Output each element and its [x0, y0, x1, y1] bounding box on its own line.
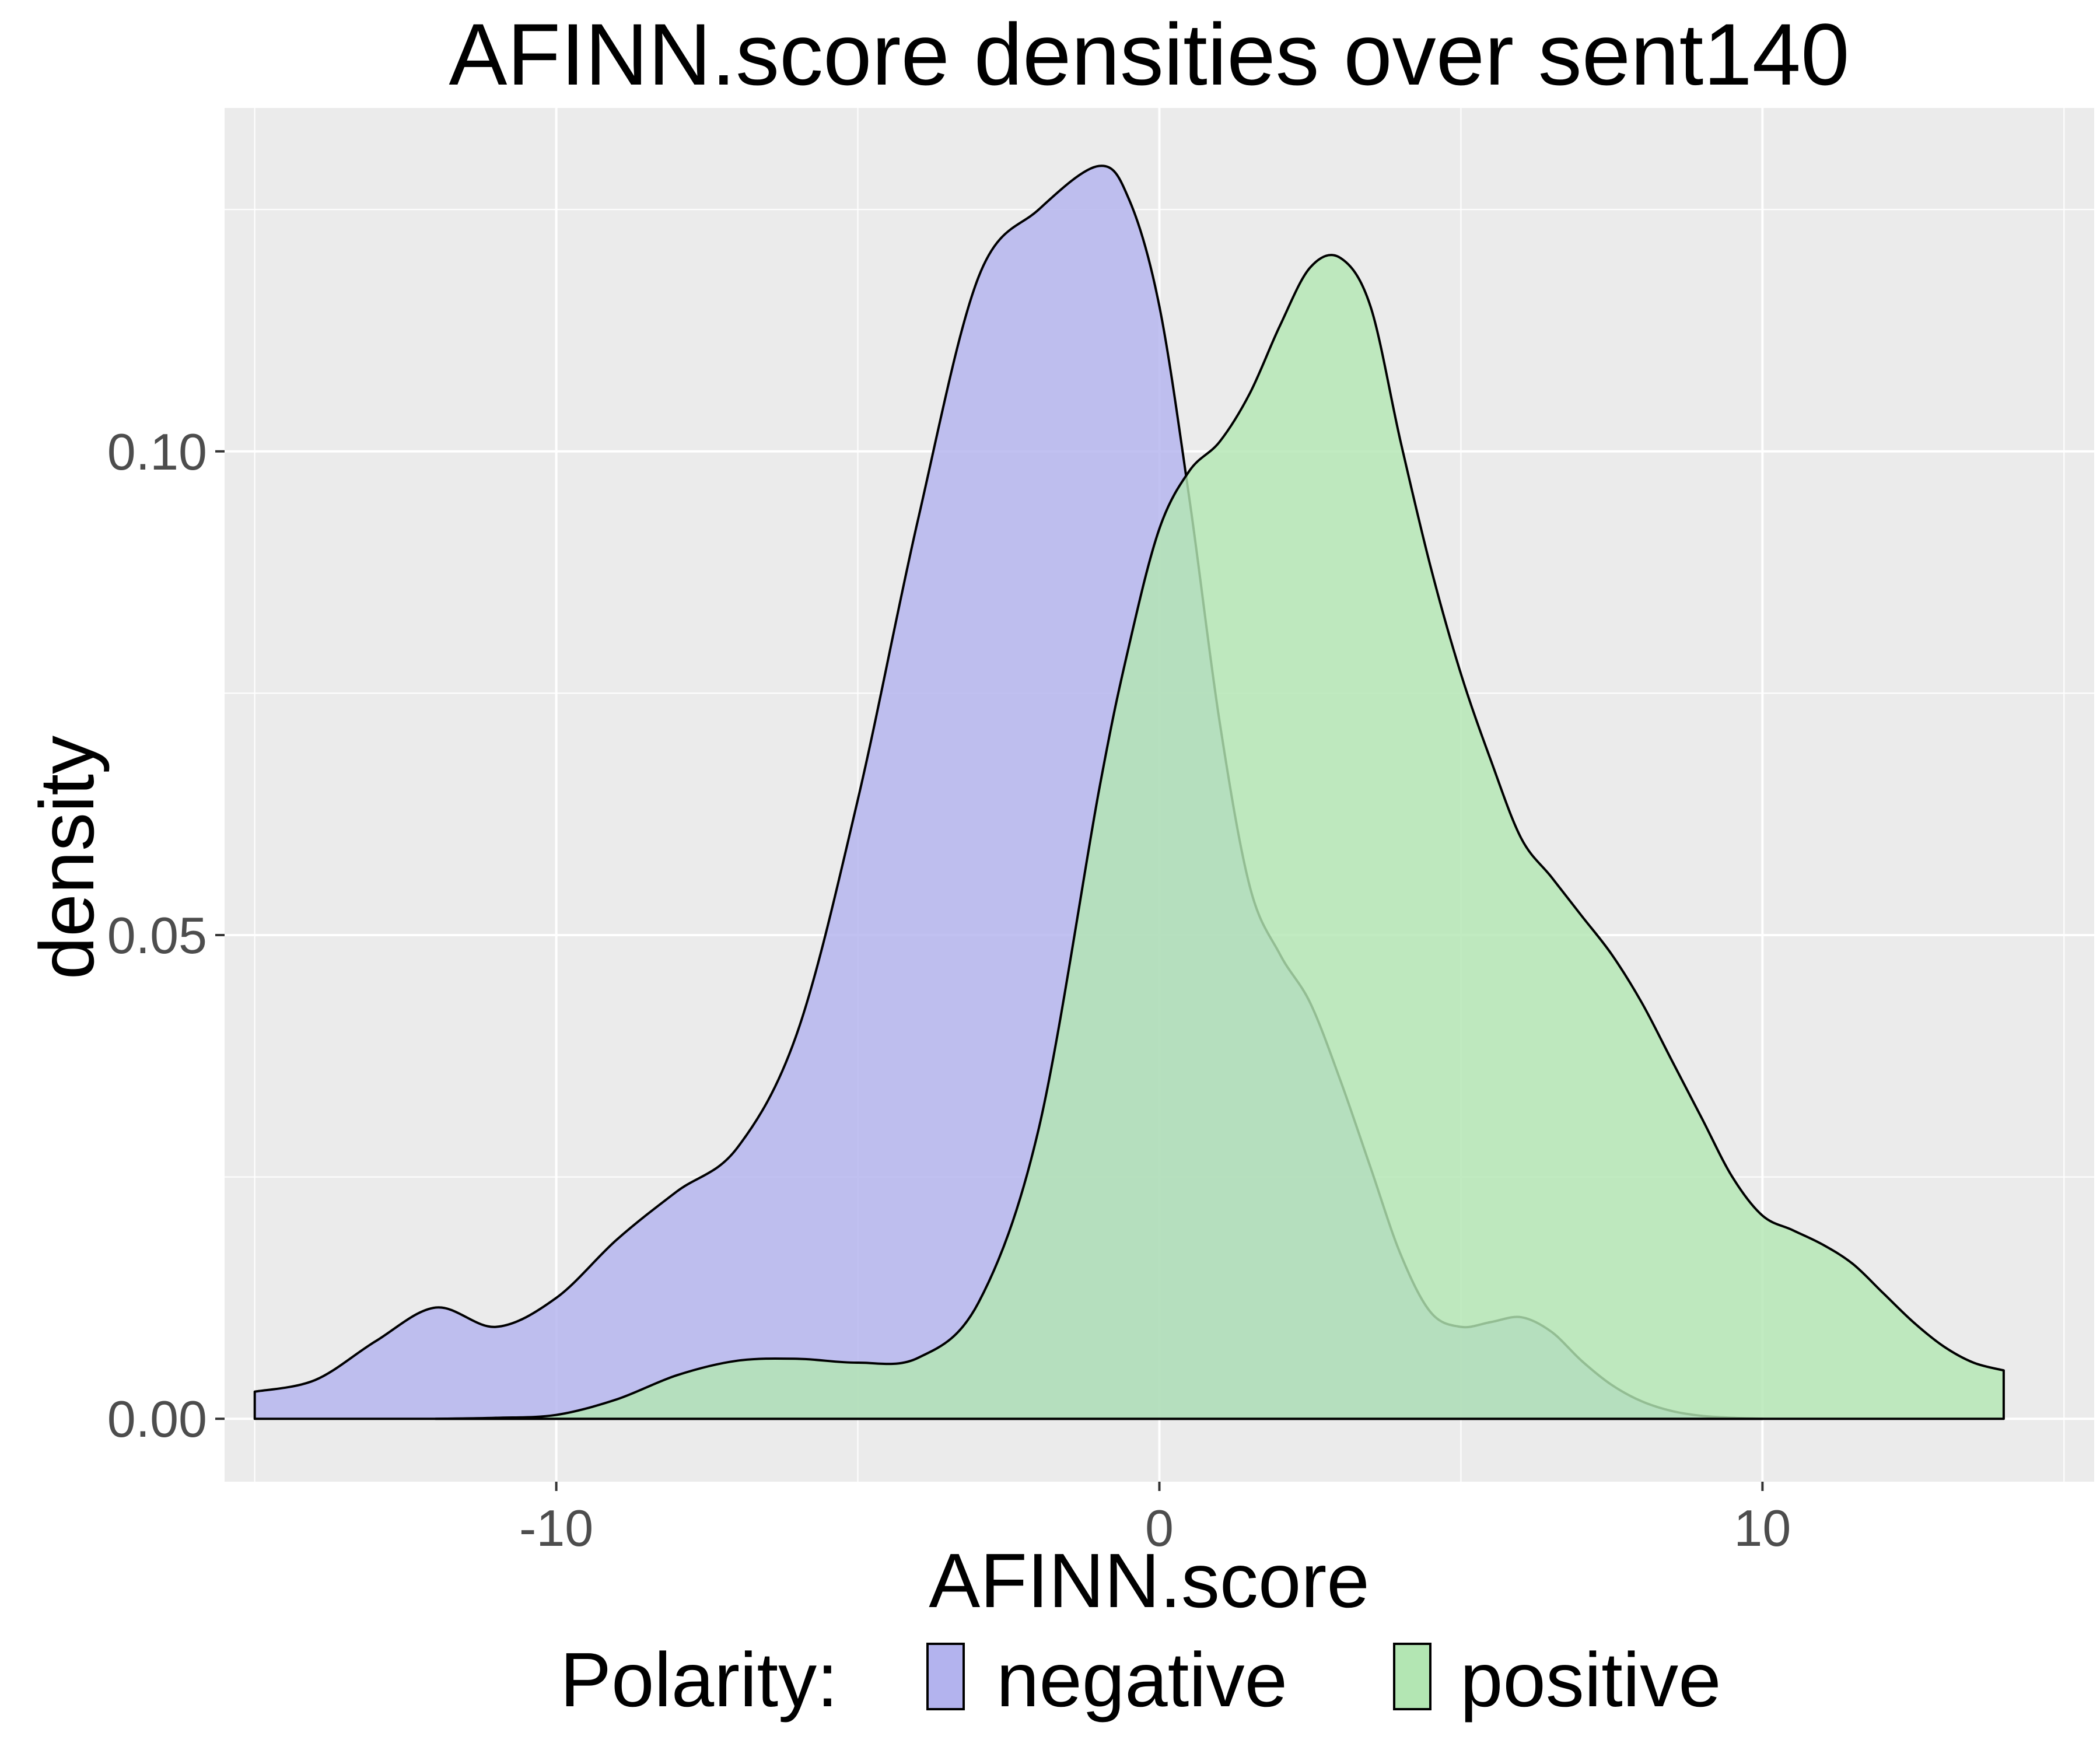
x-axis-title: AFINN.score: [929, 1538, 1369, 1623]
legend-label-negative: negative: [996, 1637, 1287, 1723]
x-tick-label: 0: [1145, 1499, 1174, 1557]
density-area-positive: [434, 254, 2005, 1420]
y-tick-label: 0.10: [107, 423, 207, 481]
y-tick-label: 0.00: [107, 1390, 207, 1448]
chart-title: AFINN.score densities over sent140: [449, 5, 1849, 103]
legend-key-positive: [1393, 1643, 1432, 1710]
y-tick-label: 0.05: [107, 907, 207, 964]
legend-key-negative: [926, 1643, 965, 1710]
density-areas: [253, 164, 2005, 1420]
y-axis-title: density: [24, 736, 110, 979]
axis-ticks: -10 0 10 0.00 0.05 0.10: [107, 423, 1791, 1557]
x-tick-label: -10: [519, 1499, 593, 1557]
legend-label-positive: positive: [1460, 1637, 1721, 1723]
legend: Polarity: negative positive: [560, 1637, 1721, 1723]
x-tick-label: 10: [1734, 1499, 1791, 1557]
legend-title: Polarity:: [560, 1637, 838, 1723]
